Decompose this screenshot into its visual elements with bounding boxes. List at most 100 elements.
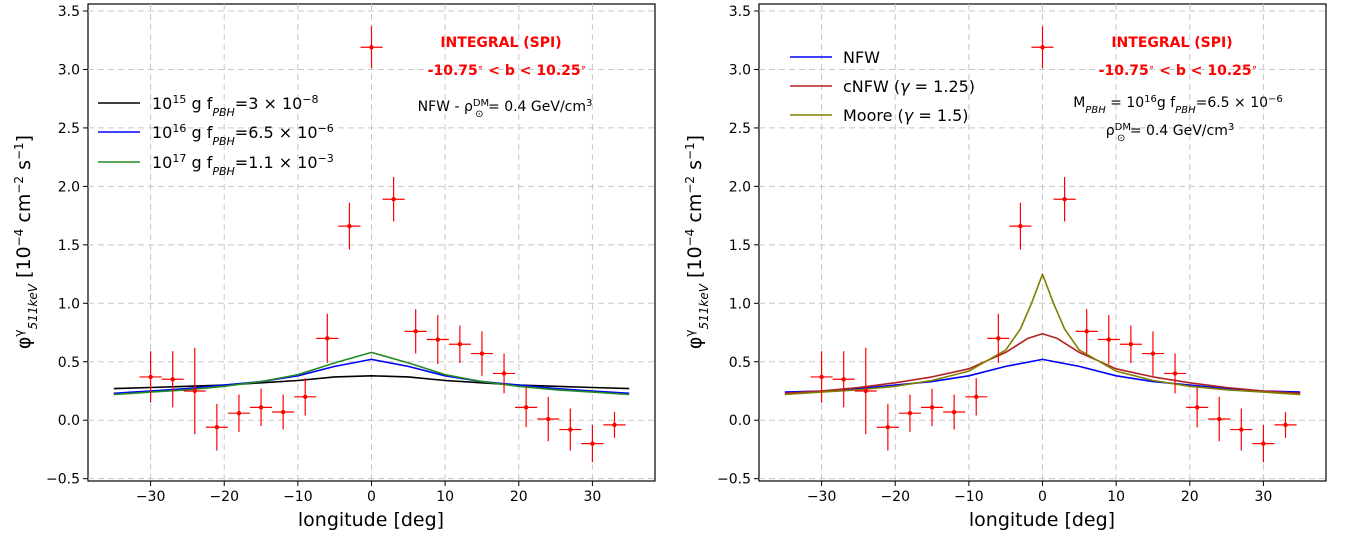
data-point-marker <box>1128 342 1134 347</box>
x-tick-label: −10 <box>283 489 313 505</box>
x-tick-label: 30 <box>1254 489 1272 505</box>
y-tick-label: 0.5 <box>58 355 80 371</box>
legend-label-moore: Moore (γ = 1.5) <box>843 106 969 125</box>
data-point-marker <box>347 223 352 229</box>
x-tick-label: −30 <box>807 489 837 505</box>
data-point-marker <box>280 409 286 415</box>
legend-label-nfw: NFW <box>843 48 880 67</box>
y-tick-label: 3.5 <box>729 4 751 20</box>
right-grid <box>759 4 1326 481</box>
data-point-marker <box>148 374 153 380</box>
y-tick-label: 1.0 <box>58 296 80 312</box>
legend-label-1e16: 1016 g fPBH=6.5 × 10−6 <box>152 122 334 148</box>
left-data-points <box>139 26 626 463</box>
left-curves <box>113 351 630 396</box>
x-tick-label: −30 <box>136 489 166 505</box>
data-point-marker <box>258 405 264 410</box>
y-tick-label: 3.0 <box>58 62 80 78</box>
data-point-marker <box>1239 427 1244 432</box>
y-tick-label: −0.5 <box>46 472 80 488</box>
x-tick-label: 20 <box>1181 489 1199 505</box>
data-point-marker <box>819 374 824 380</box>
series-line <box>113 358 630 395</box>
data-point-marker <box>1283 422 1288 428</box>
right-curves <box>784 273 1301 396</box>
right-panel: −30 −20 −10 0 10 20 30 −0.5 0.0 0.5 1.0 1.5 2.0 2.5 3.… <box>683 3 1327 531</box>
data-point-marker <box>369 45 374 50</box>
x-tick-label: −10 <box>954 489 984 505</box>
y-tick-label: 2.0 <box>729 179 751 195</box>
series-line <box>784 358 1301 393</box>
series-line <box>113 374 630 390</box>
right-ticks: −30 −20 −10 0 10 20 30 −0.5 0.0 0.5 1.0 1.5 2.0 2.5 3.… <box>717 4 1272 505</box>
y-tick-label: 3.5 <box>58 4 80 20</box>
data-point-marker <box>501 371 507 376</box>
y-tick-label: 1.5 <box>729 238 751 254</box>
data-point-marker <box>170 377 175 382</box>
data-point-marker <box>1040 45 1045 50</box>
data-point-marker <box>907 410 913 416</box>
data-point-marker <box>1217 416 1222 422</box>
left-instrument-label: INTEGRAL (SPI) <box>440 35 561 51</box>
left-panel: −30 −20 −10 0 10 20 30 −0.5 0.0 0.5 1.0 1.5 2.0 2.5 3.… <box>12 3 656 531</box>
data-point-marker <box>413 329 418 334</box>
y-tick-label: 1.0 <box>729 296 751 312</box>
left-y-axis-title: φγ511keV [10−4 cm−2 s−1] <box>12 135 40 349</box>
series-line <box>113 351 630 396</box>
data-point-marker <box>192 388 197 394</box>
x-tick-label: 10 <box>436 489 454 505</box>
data-point-marker <box>1084 329 1089 334</box>
left-profile-note: NFW - ρDM ⊙ = 0.4 GeV/cm3 <box>418 98 593 120</box>
data-point-marker <box>1018 223 1023 229</box>
right-legend: NFW cNFW (γ = 1.25) Moore (γ = 1.5) <box>790 48 975 125</box>
data-point-marker <box>1261 441 1266 446</box>
data-point-marker <box>1062 197 1067 202</box>
data-point-marker <box>435 337 440 342</box>
data-point-marker <box>612 422 617 428</box>
y-tick-label: −0.5 <box>717 472 751 488</box>
data-point-marker <box>1106 337 1111 342</box>
data-point-marker <box>236 410 242 416</box>
data-point-marker <box>546 416 551 422</box>
data-point-marker <box>1194 405 1200 410</box>
x-tick-label: 30 <box>583 489 601 505</box>
x-tick-label: −20 <box>209 489 239 505</box>
y-tick-label: 2.5 <box>58 121 80 137</box>
data-point-marker <box>885 425 891 430</box>
legend-label-1e17: 1017 g fPBH=1.1 × 10−3 <box>152 152 334 178</box>
left-grid <box>88 4 655 481</box>
data-point-marker <box>929 405 935 410</box>
data-point-marker <box>479 351 485 356</box>
right-instrument-label: INTEGRAL (SPI) <box>1111 35 1232 51</box>
data-point-marker <box>996 336 1001 341</box>
y-tick-label: 0.5 <box>729 355 751 371</box>
left-latitude-label: -10.75∘ < b < 10.25∘ <box>428 63 587 79</box>
data-point-marker <box>303 394 308 400</box>
right-pbh-note: MPBH = 1016g fPBH=6.5 × 10−6 <box>1073 94 1283 116</box>
data-point-marker <box>863 388 868 394</box>
series-line <box>784 273 1301 396</box>
x-tick-label: 10 <box>1107 489 1125 505</box>
data-point-marker <box>841 377 846 382</box>
right-density-note: ρDM ⊙ = 0.4 GeV/cm3 <box>1106 122 1234 144</box>
legend-label-cnfw: cNFW (γ = 1.25) <box>843 77 975 96</box>
data-point-marker <box>391 197 396 202</box>
left-x-axis-title: longitude [deg] <box>298 509 444 531</box>
data-point-marker <box>325 336 330 341</box>
y-tick-label: 0.0 <box>729 413 751 429</box>
data-point-marker <box>1172 371 1178 376</box>
right-latitude-label: -10.75∘ < b < 10.25∘ <box>1099 63 1258 79</box>
data-point-marker <box>1150 351 1156 356</box>
y-tick-label: 3.0 <box>729 62 751 78</box>
data-point-marker <box>951 409 957 415</box>
y-tick-label: 1.5 <box>58 238 80 254</box>
left-ticks: −30 −20 −10 0 10 20 30 −0.5 0.0 0.5 1.0 1.5 2.0 2.5 3.… <box>46 4 601 505</box>
right-y-axis-title: φγ511keV [10−4 cm−2 s−1] <box>683 135 711 349</box>
x-tick-label: 0 <box>1038 489 1047 505</box>
data-point-marker <box>457 342 463 347</box>
legend-label-1e15: 1015 g fPBH=3 × 10−8 <box>152 93 319 119</box>
data-point-marker <box>568 427 573 432</box>
y-tick-label: 2.0 <box>58 179 80 195</box>
y-tick-label: 0.0 <box>58 413 80 429</box>
